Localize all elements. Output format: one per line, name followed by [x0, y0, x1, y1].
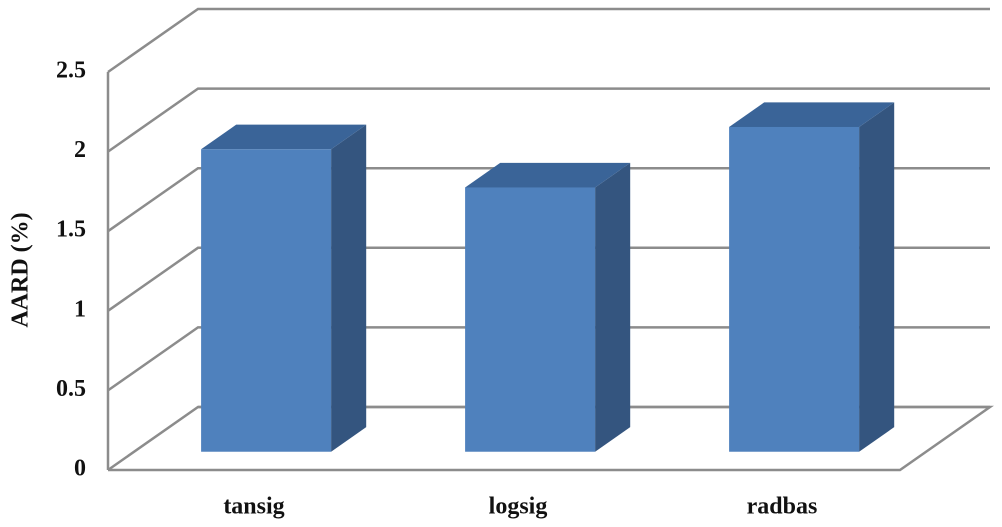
bar-top [729, 102, 895, 127]
bar-side [595, 162, 631, 452]
bar [465, 187, 596, 452]
y-tick-label: 0 [74, 456, 86, 482]
grid-line [107, 405, 990, 472]
bar [201, 149, 332, 452]
grid-line [107, 166, 990, 233]
x-tick-label: radbas [747, 494, 818, 520]
x-tick-label: tansig [223, 494, 284, 520]
y-axis-label: AARD (%) [8, 212, 34, 327]
bar [729, 126, 860, 452]
y-tick-label: 2.5 [56, 58, 86, 84]
bar-side [859, 102, 895, 452]
x-tick-label: logsig [489, 494, 548, 520]
y-tick-label: 2 [74, 137, 86, 163]
y-tick-label: 1 [74, 296, 86, 322]
y-tick-label: 1.5 [56, 217, 86, 243]
bar-side [331, 124, 367, 452]
grid-line [107, 87, 990, 153]
y-tick-label: 0.5 [56, 376, 86, 402]
grid-line [107, 326, 990, 392]
grid-line [107, 7, 990, 74]
bar-top [201, 124, 367, 150]
bar-top [465, 162, 631, 188]
grid-line [107, 246, 990, 312]
